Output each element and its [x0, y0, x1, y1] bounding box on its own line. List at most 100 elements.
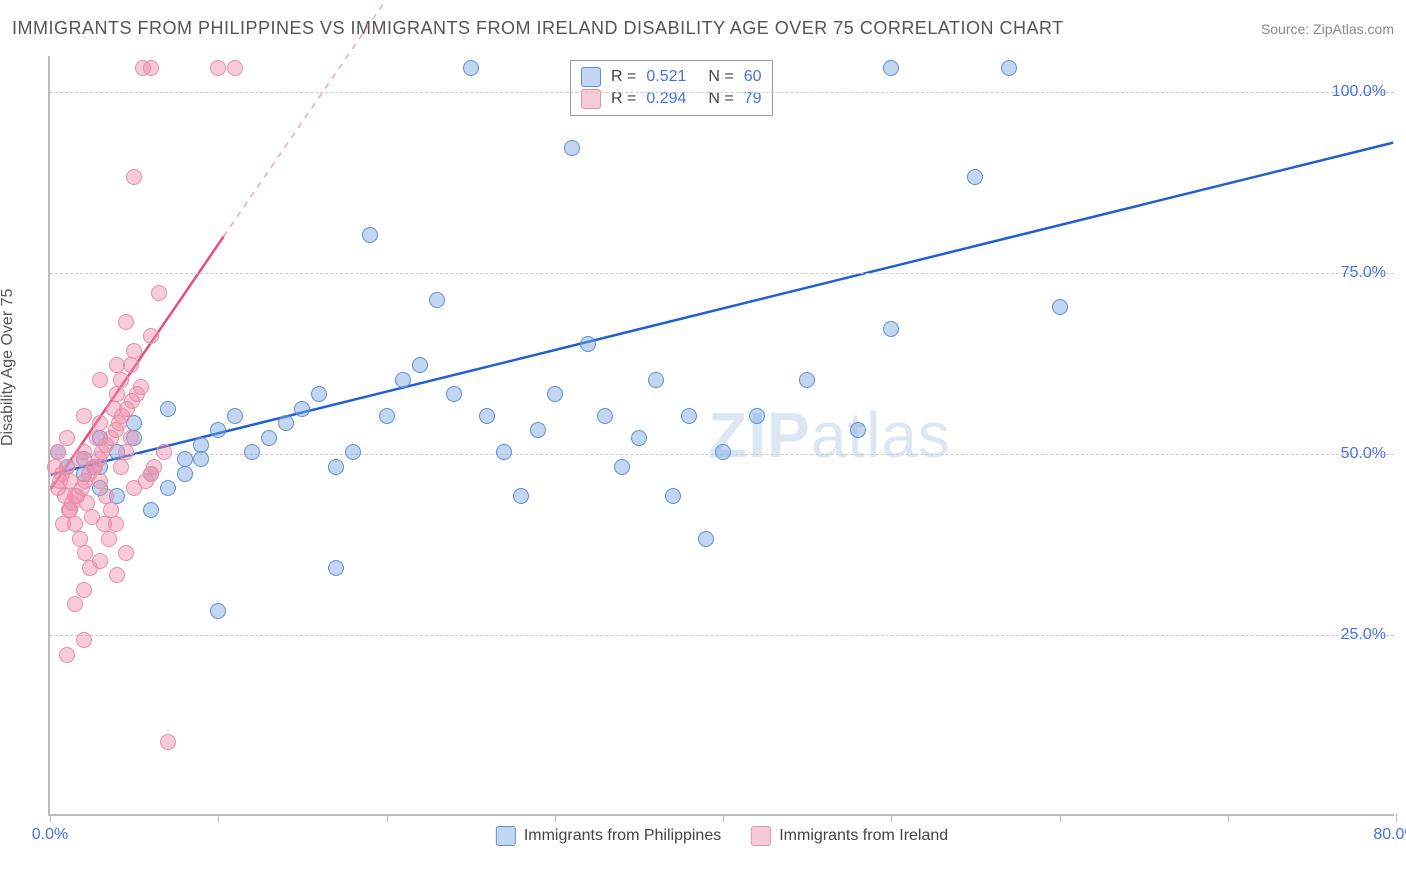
- legend-row: R =0.521N =60: [581, 67, 762, 87]
- data-point: [210, 603, 226, 619]
- data-point: [146, 459, 162, 475]
- correlation-legend: R =0.521N =60R =0.294N =79: [570, 60, 773, 116]
- data-point: [109, 567, 125, 583]
- trend-lines-svg: [50, 56, 1394, 814]
- data-point: [160, 480, 176, 496]
- data-point: [67, 596, 83, 612]
- data-point: [530, 422, 546, 438]
- title-bar: IMMIGRANTS FROM PHILIPPINES VS IMMIGRANT…: [12, 18, 1394, 39]
- y-tick-label: 25.0%: [1341, 626, 1386, 644]
- data-point: [126, 343, 142, 359]
- data-point: [261, 430, 277, 446]
- y-axis-label: Disability Age Over 75: [0, 289, 17, 446]
- data-point: [1052, 299, 1068, 315]
- data-point: [92, 415, 108, 431]
- x-tick-label: 0.0%: [32, 826, 68, 844]
- x-tick: [1396, 814, 1397, 822]
- data-point: [160, 734, 176, 750]
- data-point: [328, 560, 344, 576]
- data-point: [76, 582, 92, 598]
- data-point: [496, 444, 512, 460]
- legend-r-value: 0.521: [646, 68, 686, 86]
- data-point: [59, 647, 75, 663]
- data-point: [109, 386, 125, 402]
- data-point: [76, 444, 92, 460]
- data-point: [210, 422, 226, 438]
- x-tick: [218, 814, 219, 822]
- data-point: [143, 502, 159, 518]
- data-point: [151, 285, 167, 301]
- x-tick: [1228, 814, 1229, 822]
- data-point: [597, 408, 613, 424]
- data-point: [92, 372, 108, 388]
- x-tick: [555, 814, 556, 822]
- source-label: Source: ZipAtlas.com: [1261, 21, 1394, 37]
- data-point: [379, 408, 395, 424]
- data-point: [1001, 60, 1017, 76]
- data-point: [109, 357, 125, 373]
- data-point: [177, 466, 193, 482]
- data-point: [138, 473, 154, 489]
- data-point: [126, 169, 142, 185]
- data-point: [113, 372, 129, 388]
- data-point: [244, 444, 260, 460]
- watermark: ZIPatlas: [708, 398, 951, 472]
- data-point: [580, 336, 596, 352]
- data-point: [101, 531, 117, 547]
- y-tick-label: 100.0%: [1332, 83, 1386, 101]
- data-point: [160, 401, 176, 417]
- data-point: [133, 379, 149, 395]
- data-point: [294, 401, 310, 417]
- data-point: [967, 169, 983, 185]
- legend-swatch: [581, 67, 601, 87]
- x-tick: [1060, 814, 1061, 822]
- data-point: [123, 430, 139, 446]
- data-point: [311, 386, 327, 402]
- data-point: [446, 386, 462, 402]
- data-point: [883, 60, 899, 76]
- legend-swatch: [751, 826, 771, 846]
- scatter-plot: ZIPatlas R =0.521N =60R =0.294N =79 Immi…: [48, 56, 1394, 816]
- legend-swatch: [496, 826, 516, 846]
- data-point: [362, 227, 378, 243]
- data-point: [715, 444, 731, 460]
- gridline: [50, 635, 1394, 636]
- y-tick-label: 75.0%: [1341, 264, 1386, 282]
- legend-item: Immigrants from Ireland: [751, 826, 948, 846]
- data-point: [681, 408, 697, 424]
- data-point: [227, 408, 243, 424]
- gridline: [50, 273, 1394, 274]
- data-point: [631, 430, 647, 446]
- data-point: [564, 140, 580, 156]
- data-point: [59, 430, 75, 446]
- data-point: [328, 459, 344, 475]
- data-point: [118, 444, 134, 460]
- data-point: [210, 60, 226, 76]
- legend-label: Immigrants from Philippines: [524, 827, 721, 845]
- legend-label: Immigrants from Ireland: [779, 827, 948, 845]
- data-point: [345, 444, 361, 460]
- gridline: [50, 92, 1394, 93]
- x-tick: [723, 814, 724, 822]
- data-point: [108, 516, 124, 532]
- data-point: [76, 632, 92, 648]
- data-point: [547, 386, 563, 402]
- legend-item: Immigrants from Philippines: [496, 826, 721, 846]
- y-tick-label: 50.0%: [1341, 445, 1386, 463]
- x-tick-label: 80.0%: [1373, 826, 1406, 844]
- legend-n-label: N =: [708, 68, 733, 86]
- data-point: [143, 60, 159, 76]
- data-point: [412, 357, 428, 373]
- series-legend: Immigrants from Philippines Immigrants fr…: [496, 826, 948, 846]
- data-point: [429, 292, 445, 308]
- data-point: [395, 372, 411, 388]
- data-point: [614, 459, 630, 475]
- data-point: [76, 408, 92, 424]
- data-point: [227, 60, 243, 76]
- data-point: [156, 444, 172, 460]
- data-point: [883, 321, 899, 337]
- data-point: [193, 451, 209, 467]
- data-point: [479, 408, 495, 424]
- x-tick: [50, 814, 51, 822]
- data-point: [278, 415, 294, 431]
